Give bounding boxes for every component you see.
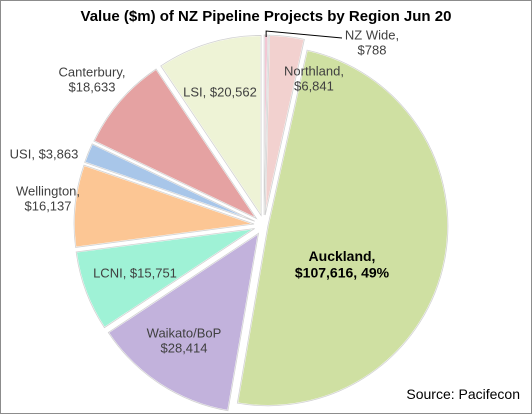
- pie-slice-canterbury: [92, 67, 259, 221]
- pie-slice-wellington: [73, 164, 255, 249]
- pie-slice-outline-wellington: [73, 164, 255, 248]
- pie-slice-lsi: [159, 34, 262, 218]
- pie-slice-outline-usi: [84, 143, 255, 222]
- data-label-canterbury: Canterbury, $18,633: [59, 64, 126, 94]
- data-label-line-canterbury-2: $18,633: [69, 79, 116, 94]
- pie-slice-outline-waikato-bop: [107, 232, 260, 412]
- data-label-line-lsi-1: LSI, $20,562: [183, 85, 257, 100]
- data-label-line-auckland-2: $107,616, 49%: [295, 264, 390, 280]
- data-label-line-nz-wide-2: $788: [358, 42, 387, 57]
- data-label-line-canterbury-1: Canterbury,: [59, 64, 126, 79]
- pie-slice-outline-lcni: [75, 228, 255, 329]
- chart-source: Source: Pacifecon: [406, 386, 520, 402]
- data-label-line-waikato-bop-2: $28,414: [161, 340, 208, 355]
- pie-slice-waikato-bop: [107, 231, 260, 412]
- leader-line-nz-wide: [265, 30, 343, 39]
- data-label-line-wellington-1: Wellington,: [16, 183, 80, 198]
- data-label-line-wellington-2: $16,137: [25, 198, 72, 213]
- data-label-line-waikato-bop-1: Waikato/BoP: [147, 325, 222, 340]
- pie-slice-outline-northland: [264, 34, 305, 216]
- data-label-line-usi-1: USI, $3,863: [10, 147, 79, 162]
- data-label-line-lcni-1: LCNI, $15,751: [93, 266, 177, 281]
- data-label-auckland: Auckland, $107,616, 49%: [295, 248, 390, 280]
- pie-slice-lcni: [75, 227, 256, 329]
- data-label-northland: Northland, $6,841: [284, 63, 344, 93]
- data-label-nz-wide: NZ Wide, $788: [345, 27, 399, 57]
- pie-slice-outline-lsi: [160, 35, 262, 217]
- pie-slice-northland: [264, 34, 306, 216]
- pie-slice-auckland: [236, 49, 449, 407]
- data-label-line-northland-2: $6,841: [294, 78, 334, 93]
- data-label-lcni: LCNI, $15,751: [93, 266, 177, 281]
- pie-slice-usi: [83, 142, 256, 222]
- data-label-lsi: LSI, $20,562: [183, 85, 257, 100]
- chart-title: Value ($m) of NZ Pipeline Projects by Re…: [80, 8, 452, 25]
- data-label-line-nz-wide-1: NZ Wide,: [345, 27, 399, 42]
- data-label-wellington: Wellington, $16,137: [16, 183, 80, 213]
- data-label-waikato-bop: Waikato/BoP $28,414: [147, 325, 222, 355]
- pie-slice-outline-canterbury: [93, 68, 258, 220]
- pie-slice-outline-auckland: [236, 49, 449, 407]
- data-label-usi: USI, $3,863: [10, 147, 79, 162]
- data-label-line-northland-1: Northland,: [284, 63, 344, 78]
- data-label-line-auckland-1: Auckland,: [309, 248, 376, 264]
